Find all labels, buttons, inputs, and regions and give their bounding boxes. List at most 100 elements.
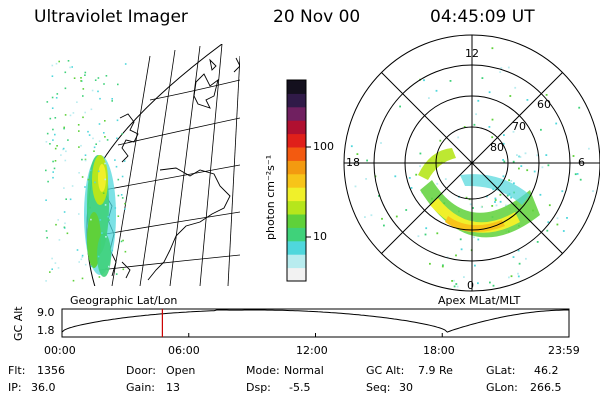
noise-dot [77,124,80,126]
noise-dot [78,261,80,263]
altitude-tick-max: 9.0 [37,306,55,319]
noise-dot [525,257,527,260]
noise-dot [65,150,67,153]
noise-dot [45,169,47,172]
noise-dot [84,263,87,266]
noise-dot [122,268,125,271]
noise-dot [104,178,107,181]
noise-dot [104,162,106,165]
noise-dot [463,276,465,278]
gain-label: Gain: [126,381,155,394]
noise-dot [383,224,385,227]
noise-dot [513,182,515,185]
flt-value: 1356 [37,364,65,377]
ip-label: IP: [8,381,22,394]
noise-dot [548,204,551,207]
noise-dot [72,112,75,114]
noise-dot [54,160,57,162]
noise-dot [588,147,590,150]
noise-dot [124,250,127,253]
noise-dot [81,158,83,161]
glon-value: 266.5 [530,381,562,394]
noise-dot [104,120,106,122]
noise-dot [508,179,510,182]
noise-dot [365,178,367,180]
noise-dot [441,265,444,268]
noise-dot [49,271,51,273]
noise-dot [80,258,83,261]
noise-dot [87,130,89,133]
noise-dot [492,284,495,287]
noise-dot [124,202,126,205]
noise-dot [55,97,58,99]
noise-dot [81,254,84,257]
colorbar-segment [287,187,306,202]
noise-dot [508,276,510,279]
noise-dot [76,249,79,251]
noise-dot [84,186,86,188]
gcalt-label: GC Alt: [366,364,405,377]
noise-dot [63,127,65,130]
noise-dot [94,79,97,81]
noise-dot [81,277,84,280]
noise-dot [81,256,84,258]
noise-dot [556,217,559,220]
noise-dot [121,133,123,135]
noise-dot [477,99,480,102]
colorbar-segment [287,240,306,255]
noise-dot [97,255,100,258]
noise-dot [436,182,439,185]
noise-dot [84,74,86,76]
noise-dot [52,176,54,179]
noise-dot [54,147,57,150]
noise-dot [488,126,491,128]
noise-dot [480,206,483,208]
noise-dot [428,97,430,99]
noise-dot [517,249,520,252]
noise-dot [84,111,86,114]
time-ticks [61,333,570,337]
noise-dot [52,160,54,163]
noise-dot [491,136,494,139]
noise-dot [512,130,515,133]
noise-dot [64,87,67,90]
noise-dot [510,275,513,278]
noise-dot [71,185,74,187]
noise-dot [57,267,60,269]
noise-dot [545,94,548,96]
noise-dot [116,119,119,122]
noise-dot [81,176,84,178]
noise-dot [56,145,58,147]
noise-dot [465,196,468,199]
mlt-label-6: 6 [578,156,585,169]
noise-dot [58,239,61,241]
noise-dot [46,132,49,135]
noise-dot [49,117,52,120]
colorbar-segment [287,160,306,175]
noise-dot [93,150,95,152]
noise-dot [71,66,73,68]
noise-dot [117,215,120,217]
noise-dot [102,192,105,194]
noise-dot [114,207,117,209]
altitude-tick-min: 1.8 [37,324,55,337]
noise-dot [78,130,80,132]
noise-dot [97,90,99,93]
noise-dot [423,79,425,82]
noise-dot [124,208,126,210]
noise-dot [69,114,72,117]
noise-dot [380,142,382,144]
noise-dot [64,159,67,162]
noise-dot [45,230,48,232]
noise-dot [51,96,54,99]
noise-dot [67,139,69,141]
noise-dot [124,63,127,65]
noise-dot [72,279,75,282]
polar-panel-label: Apex MLat/MLT [438,294,521,307]
ip-value: 36.0 [31,381,56,394]
noise-dot [499,71,502,73]
door-value: Open [166,364,196,377]
noise-dot [547,221,550,224]
mlat-label-60: 60 [537,98,551,111]
